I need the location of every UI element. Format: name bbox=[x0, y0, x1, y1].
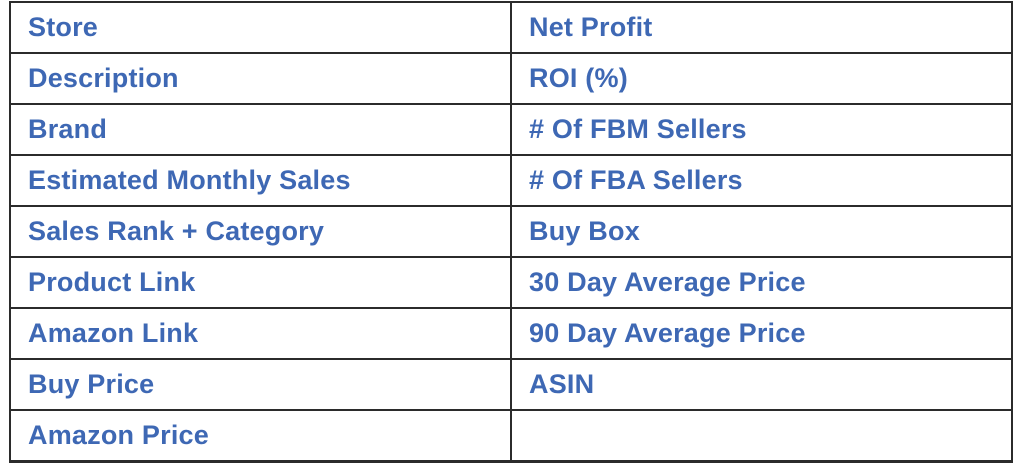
table-row: Product Link 30 Day Average Price bbox=[9, 256, 1013, 310]
table-row: Buy Price ASIN bbox=[9, 358, 1013, 412]
table-cell-fba-sellers: # Of FBA Sellers bbox=[510, 154, 1013, 208]
table-cell-roi: ROI (%) bbox=[510, 52, 1013, 106]
table-row: Sales Rank + Category Buy Box bbox=[9, 205, 1013, 259]
table-cell-estimated-monthly-sales: Estimated Monthly Sales bbox=[9, 154, 512, 208]
criteria-table-grid: Store Net Profit Description ROI (%) Bra… bbox=[9, 0, 1013, 464]
table-cell-product-link: Product Link bbox=[9, 256, 512, 310]
table-cell-asin: ASIN bbox=[510, 358, 1013, 412]
table-cell-empty bbox=[510, 409, 1013, 464]
table-row: Description ROI (%) bbox=[9, 52, 1013, 106]
table-cell-net-profit: Net Profit bbox=[510, 0, 1013, 55]
table-row: Store Net Profit bbox=[9, 0, 1013, 55]
table-cell-fbm-sellers: # Of FBM Sellers bbox=[510, 103, 1013, 157]
table-cell-buy-box: Buy Box bbox=[510, 205, 1013, 259]
table-row: Amazon Price bbox=[9, 409, 1013, 464]
table-row: Estimated Monthly Sales # Of FBA Sellers bbox=[9, 154, 1013, 208]
table-cell-store: Store bbox=[9, 0, 512, 55]
table-cell-30-day-average-price: 30 Day Average Price bbox=[510, 256, 1013, 310]
table-cell-amazon-price: Amazon Price bbox=[9, 409, 512, 464]
table-row: Amazon Link 90 Day Average Price bbox=[9, 307, 1013, 361]
table-cell-amazon-link: Amazon Link bbox=[9, 307, 512, 361]
table-cell-sales-rank-category: Sales Rank + Category bbox=[9, 205, 512, 259]
table-row: Brand # Of FBM Sellers bbox=[9, 103, 1013, 157]
criteria-table: Store Net Profit Description ROI (%) Bra… bbox=[9, 0, 1013, 464]
table-cell-description: Description bbox=[9, 52, 512, 106]
table-cell-90-day-average-price: 90 Day Average Price bbox=[510, 307, 1013, 361]
table-cell-buy-price: Buy Price bbox=[9, 358, 512, 412]
table-cell-brand: Brand bbox=[9, 103, 512, 157]
